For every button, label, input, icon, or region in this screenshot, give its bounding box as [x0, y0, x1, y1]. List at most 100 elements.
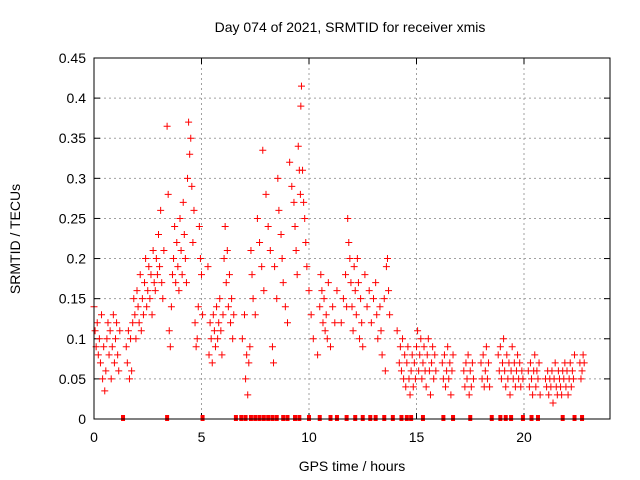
- data-point: [195, 222, 203, 230]
- data-point: [198, 271, 205, 279]
- data-point: [534, 375, 542, 383]
- data-point: [353, 255, 361, 263]
- data-point: [549, 399, 557, 407]
- data-point: [397, 367, 405, 375]
- zero-marker: [368, 415, 373, 421]
- data-point: [525, 383, 533, 391]
- data-point: [293, 271, 301, 279]
- zero-marker: [243, 415, 248, 421]
- data-point: [205, 351, 213, 359]
- data-point: [297, 102, 305, 110]
- data-point: [301, 214, 309, 222]
- data-point: [229, 335, 237, 343]
- data-point: [155, 230, 162, 238]
- data-point: [395, 359, 403, 367]
- data-point: [496, 343, 504, 351]
- data-point: [105, 351, 113, 359]
- zero-marker: [344, 415, 349, 421]
- data-point: [166, 343, 174, 351]
- data-point: [481, 367, 489, 375]
- data-point: [135, 319, 143, 327]
- data-point: [501, 367, 509, 375]
- data-point: [259, 146, 267, 154]
- zero-marker: [261, 415, 266, 421]
- data-point: [110, 359, 118, 367]
- y-tick-label: 0.15: [59, 291, 86, 307]
- zero-marker: [572, 415, 577, 421]
- data-point: [386, 311, 394, 319]
- data-point: [461, 383, 469, 391]
- data-point: [147, 271, 155, 279]
- data-point: [319, 319, 327, 327]
- data-point: [432, 367, 440, 375]
- data-point: [299, 166, 307, 174]
- data-point: [177, 247, 185, 255]
- data-point: [418, 375, 426, 383]
- data-point: [247, 247, 255, 255]
- zero-marker: [509, 415, 514, 421]
- data-point: [175, 287, 183, 295]
- data-point: [101, 387, 109, 395]
- data-point: [528, 375, 536, 383]
- data-point: [172, 279, 180, 287]
- data-point: [545, 391, 553, 399]
- data-point: [422, 383, 430, 391]
- zero-marker: [373, 415, 378, 421]
- data-point: [300, 198, 308, 206]
- data-point: [466, 367, 474, 375]
- data-point: [225, 271, 233, 279]
- data-point: [219, 311, 227, 319]
- data-point: [442, 383, 450, 391]
- data-point: [168, 271, 176, 279]
- data-point: [191, 319, 199, 327]
- data-point: [217, 327, 225, 335]
- data-point: [569, 375, 577, 383]
- data-point: [196, 255, 204, 263]
- data-point: [566, 359, 574, 367]
- data-point: [209, 311, 217, 319]
- data-point: [425, 367, 433, 375]
- data-point: [139, 311, 147, 319]
- zero-marker: [360, 415, 365, 421]
- data-point: [428, 359, 436, 367]
- data-point: [292, 247, 300, 255]
- data-point: [465, 391, 473, 399]
- data-point: [113, 319, 121, 327]
- data-point: [424, 335, 432, 343]
- data-point: [216, 295, 224, 303]
- data-point: [242, 375, 250, 383]
- data-point: [178, 271, 186, 279]
- chart-title: Day 074 of 2021, SRMTID for receiver xmi…: [215, 19, 486, 35]
- data-point: [467, 383, 475, 391]
- data-point: [429, 343, 437, 351]
- data-point: [396, 343, 404, 351]
- data-point: [339, 295, 347, 303]
- data-point: [157, 206, 165, 214]
- data-point: [210, 327, 218, 335]
- data-point: [376, 303, 384, 311]
- data-point: [532, 383, 540, 391]
- data-point: [184, 174, 192, 182]
- y-tick-label: 0.3: [67, 170, 87, 186]
- data-point: [151, 287, 159, 295]
- zero-marker: [382, 415, 387, 421]
- data-point: [114, 351, 122, 359]
- grid: [94, 58, 610, 419]
- data-point: [337, 319, 345, 327]
- data-point: [241, 311, 248, 319]
- data-point: [448, 367, 456, 375]
- data-point: [238, 335, 246, 343]
- data-point: [516, 359, 524, 367]
- data-point: [104, 319, 112, 327]
- data-point: [367, 319, 375, 327]
- y-tick-labels: 0 0.05 0.1 0.15 0.2 0.25 0.3 0.35 0.4 0.45: [59, 50, 86, 427]
- data-point: [278, 255, 286, 263]
- data-point: [279, 279, 287, 287]
- data-point: [346, 255, 354, 263]
- data-point: [363, 303, 371, 311]
- data-point: [323, 335, 331, 343]
- data-point: [142, 255, 150, 263]
- data-point: [112, 335, 119, 343]
- data-point: [116, 327, 124, 335]
